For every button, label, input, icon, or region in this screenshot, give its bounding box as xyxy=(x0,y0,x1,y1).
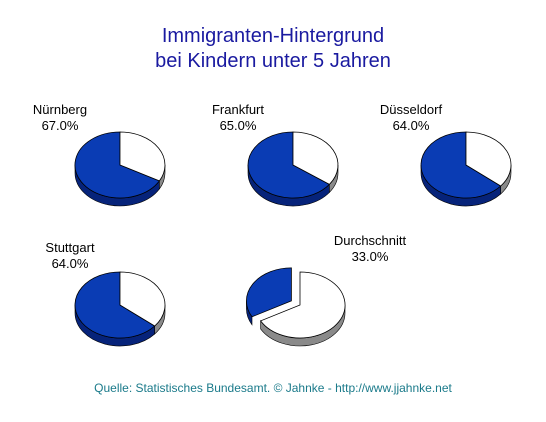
pie-city-label: Stuttgart xyxy=(45,240,95,255)
pie-slice-rest xyxy=(465,131,512,187)
pie-slice-rest xyxy=(119,271,166,327)
pie-slice-main xyxy=(74,131,161,199)
chart-title-line-1: Immigranten-Hintergrund xyxy=(161,25,385,47)
pie-slice-rest xyxy=(259,271,346,339)
chart-title: Immigranten-Hintergrund bei Kindern unte… xyxy=(0,24,546,74)
pie-slice-main xyxy=(246,267,292,318)
pie-slice-main xyxy=(420,131,502,199)
pie-city-label: Durchschnitt xyxy=(334,233,407,248)
pie-slice-rest xyxy=(119,131,166,182)
pie-city-label: Frankfurt xyxy=(212,102,264,117)
pie-slice-main xyxy=(247,131,331,199)
chart-title-line-2: bei Kindern unter 5 Jahren xyxy=(155,50,391,72)
pie-value-label: 67.0% xyxy=(42,118,79,133)
pie-value-label: 64.0% xyxy=(52,256,89,271)
pie-value-label: 64.0% xyxy=(393,118,430,133)
pie-city-label: Düsseldorf xyxy=(380,102,443,117)
pie-slice-main xyxy=(74,271,156,339)
pie-city-label: Nürnberg xyxy=(33,102,87,117)
pie-slice-rest xyxy=(292,131,339,185)
source-note: Quelle: Statistisches Bundesamt. © Jahnk… xyxy=(94,381,452,395)
pie-value-label: 65.0% xyxy=(220,118,257,133)
pie-value-label: 33.0% xyxy=(352,249,389,264)
